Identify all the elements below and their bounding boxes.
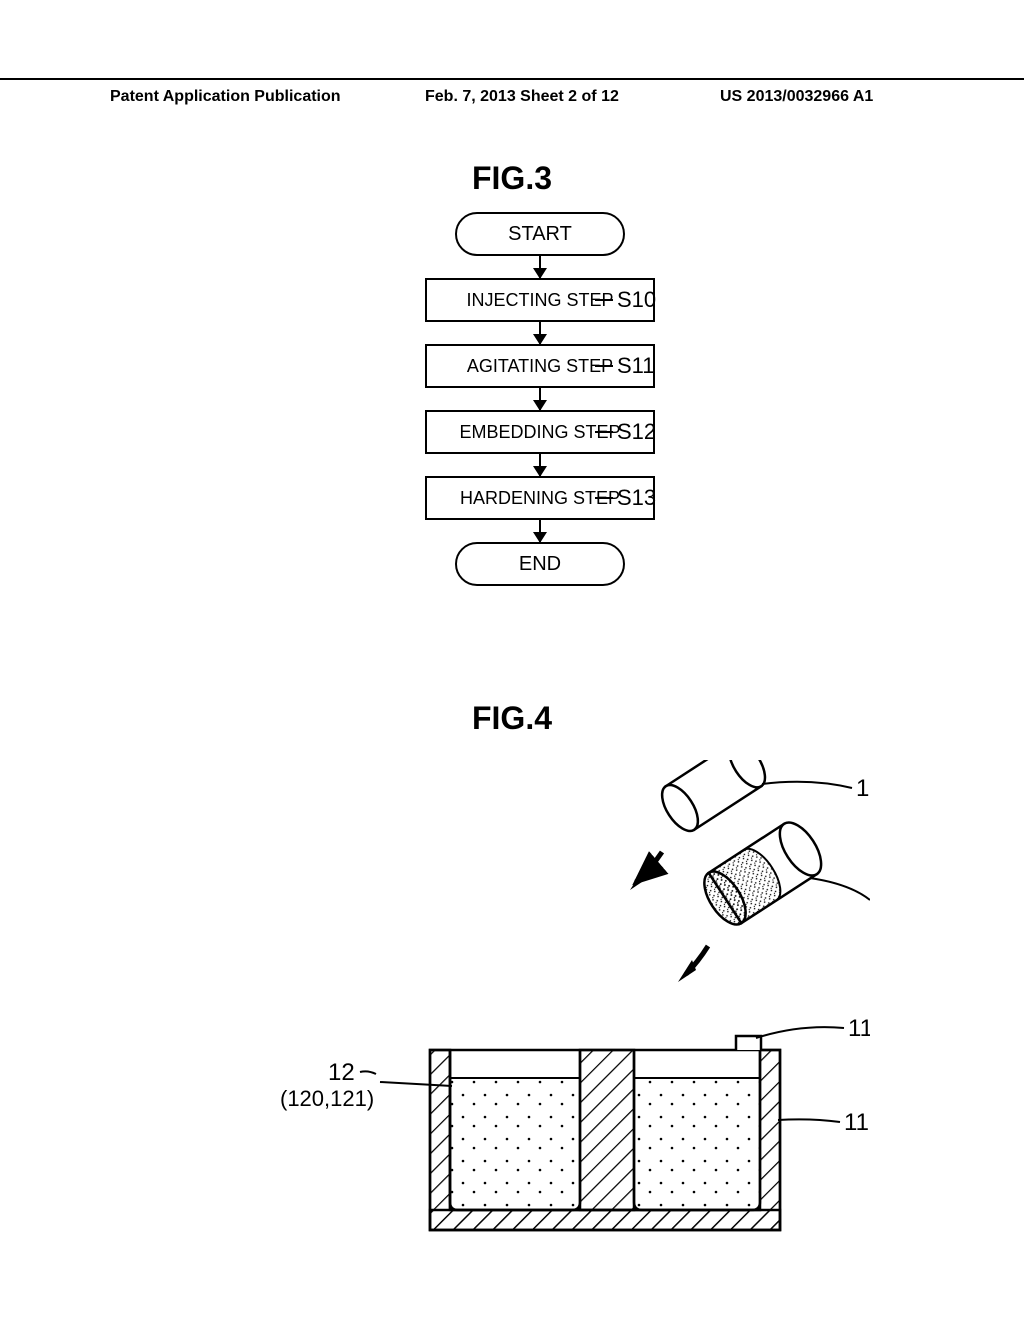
label-11: 11 (844, 1109, 869, 1136)
fig3-title: FIG.3 (0, 160, 1024, 197)
step-row: HARDENING STEP S13 (340, 476, 740, 520)
arrow-icon (539, 256, 542, 278)
step-row: INJECTING STEP S10 (340, 278, 740, 322)
label-110: 110 (848, 1015, 870, 1042)
arrow-icon (539, 520, 542, 542)
step-tag: S11 (595, 353, 655, 379)
step-tag: S10 (595, 287, 656, 313)
arrow-icon (539, 322, 542, 344)
header-right: US 2013/0032966 A1 (720, 88, 873, 106)
arrow-icon (539, 454, 542, 476)
container-group (430, 1036, 780, 1230)
step-row: EMBEDDING STEP S12 (340, 410, 740, 454)
fig3-flowchart: START INJECTING STEP S10 AGITATING STEP … (340, 212, 740, 586)
label-12-sub: (120,121) (280, 1086, 374, 1111)
start-terminal: START (455, 212, 625, 256)
arrow-icon (539, 388, 542, 410)
fig4-diagram: 120 121 110 11 12 (120,121) (150, 760, 870, 1240)
header-center: Feb. 7, 2013 Sheet 2 of 12 (425, 88, 619, 106)
step-tag: S12 (595, 419, 656, 445)
fig4-svg: 120 121 110 11 12 (120,121) (150, 760, 870, 1240)
end-terminal: END (455, 542, 625, 586)
fig4-title: FIG.4 (0, 700, 1024, 737)
label-12: 12 (328, 1059, 355, 1086)
page-header: Patent Application Publication Feb. 7, 2… (0, 78, 1024, 88)
label-120: 120 (856, 775, 870, 802)
cylinder-121 (696, 816, 829, 932)
cylinder-120 (655, 760, 772, 837)
step-tag: S13 (595, 485, 656, 511)
step-row: AGITATING STEP S11 (340, 344, 740, 388)
header-left: Patent Application Publication (110, 88, 341, 106)
